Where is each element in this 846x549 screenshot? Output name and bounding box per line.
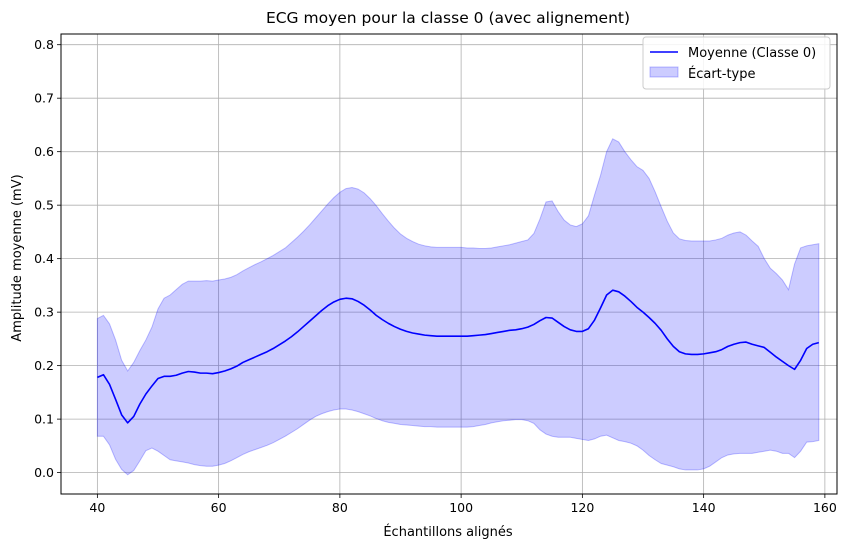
- y-tick-label: 0.6: [34, 144, 54, 159]
- x-tick-label: 40: [89, 500, 105, 515]
- chart-title: ECG moyen pour la classe 0 (avec alignem…: [266, 9, 630, 27]
- y-tick-label: 0.3: [34, 305, 54, 320]
- x-tick-label: 160: [813, 500, 837, 515]
- y-tick-label: 0.8: [34, 37, 54, 52]
- x-tick-label: 80: [332, 500, 348, 515]
- plot-area: 40 60 80 100 120 140 160 0.0 0.1 0.2 0.3 0.4 0.5 0.6 0…: [34, 33, 838, 515]
- legend-entry-std: Écart-type: [688, 66, 756, 82]
- x-tick-label: 120: [570, 500, 594, 515]
- x-axis-label: Échantillons alignés: [383, 524, 513, 540]
- x-tick-label: 140: [692, 500, 716, 515]
- legend-band-swatch: [649, 66, 679, 78]
- std-band: [96, 138, 820, 476]
- y-axis-label: Amplitude moyenne (mV): [10, 174, 25, 341]
- y-tick-label: 0.5: [34, 198, 54, 213]
- plot-frame: [60, 33, 838, 495]
- legend-frame: [642, 36, 831, 90]
- legend: Moyenne (Classe 0) Écart-type: [642, 36, 831, 90]
- y-tick-label: 0.2: [34, 358, 54, 373]
- y-tick-label: 0.4: [34, 251, 54, 266]
- x-tick-label: 60: [211, 500, 227, 515]
- y-tick-label: 0.1: [34, 412, 54, 427]
- x-tick-label: 100: [449, 500, 473, 515]
- y-tick-label: 0.7: [34, 91, 54, 106]
- y-tick-label: 0.0: [34, 465, 54, 480]
- legend-entry-mean: Moyenne (Classe 0): [688, 46, 816, 61]
- mean-line: [97, 289, 820, 424]
